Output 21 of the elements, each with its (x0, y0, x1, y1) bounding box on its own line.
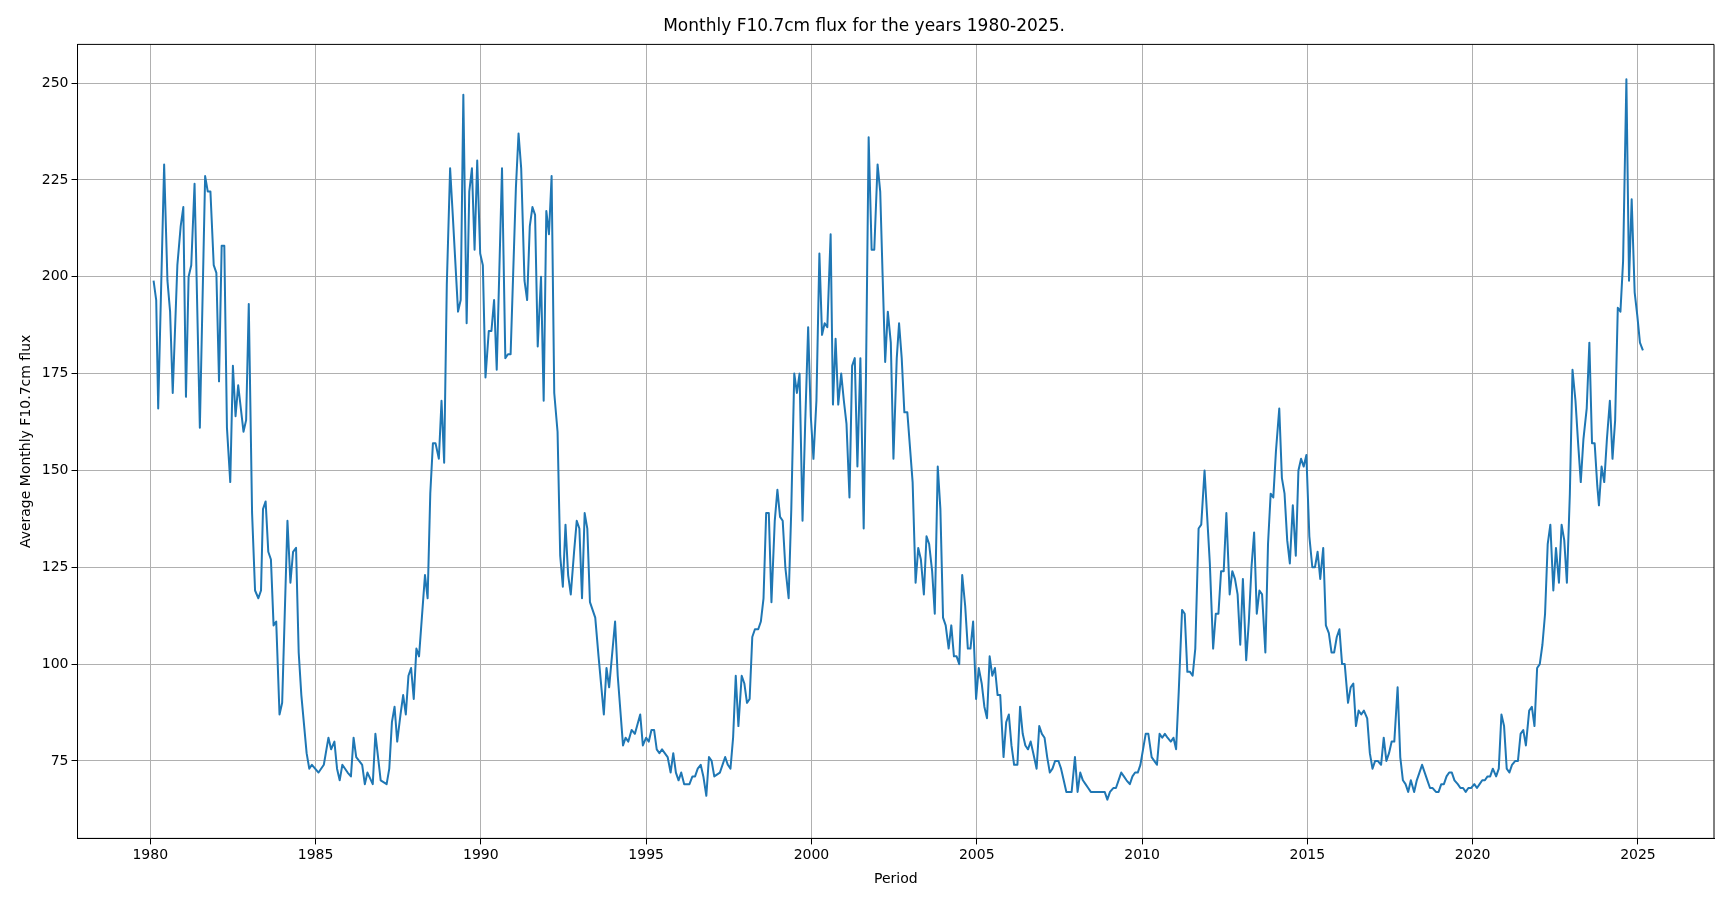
x-tick-label: 1995 (628, 846, 664, 863)
x-tick-label: 1980 (132, 846, 169, 863)
x-tick-label: 2025 (1620, 846, 1656, 863)
x-axis-title: Period (873, 870, 918, 887)
x-tick-label: 1985 (297, 846, 334, 863)
x-tick-label: 2005 (958, 846, 995, 863)
chart-title: Monthly F10.7cm flux for the years 1980-2025. (663, 14, 1065, 35)
x-tick-label: 2015 (1289, 846, 1326, 863)
x-tick-label: 2000 (793, 846, 830, 863)
y-axis-title: Average Monthly F10.7cm flux (17, 334, 34, 549)
y-tick-label: 75 (50, 751, 69, 768)
y-tick-label: 225 (41, 170, 69, 187)
y-tick-label: 125 (41, 557, 69, 574)
x-tick-label: 1990 (463, 846, 499, 863)
y-tick-label: 150 (41, 461, 69, 478)
x-tick-label: 2010 (1124, 846, 1160, 863)
y-tick-label: 250 (41, 73, 69, 90)
x-tick-label: 2020 (1454, 846, 1491, 863)
y-tick-label: 100 (41, 654, 69, 671)
y-tick-label: 200 (41, 267, 69, 284)
y-tick-label: 175 (41, 364, 69, 381)
